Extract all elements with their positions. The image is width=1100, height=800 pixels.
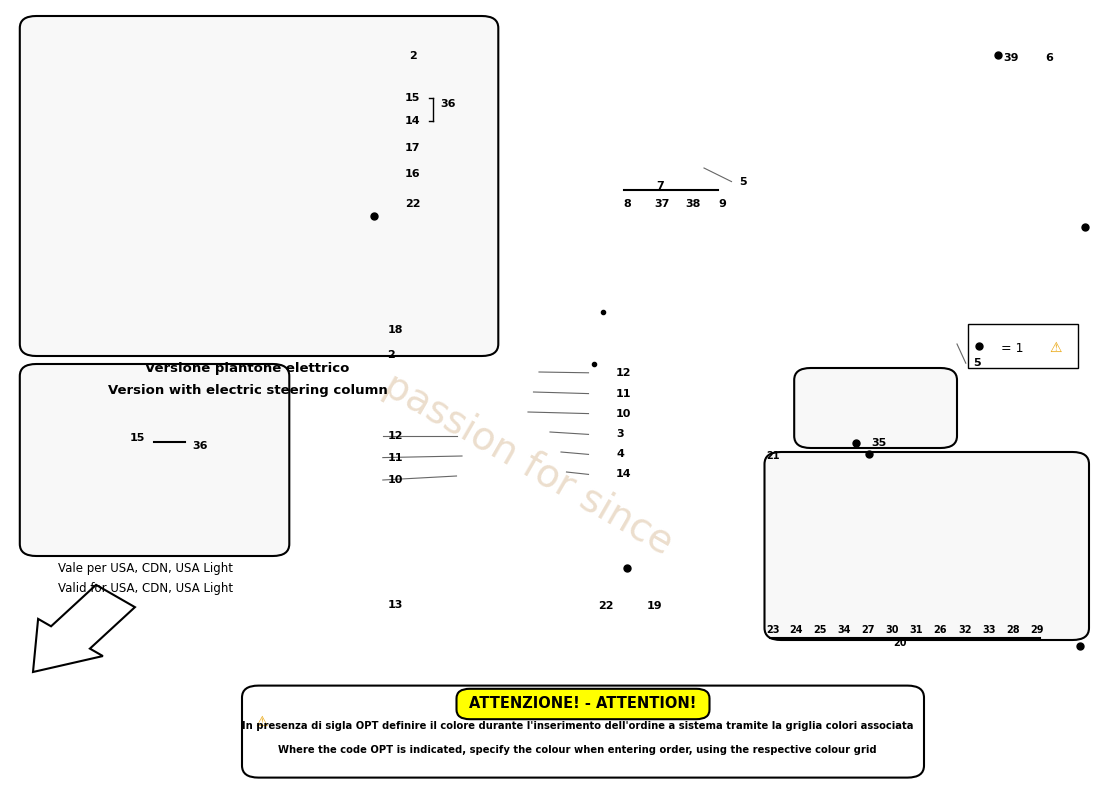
Text: 32: 32	[958, 626, 971, 635]
Text: 34: 34	[837, 626, 850, 635]
Text: 30: 30	[886, 626, 899, 635]
Text: 28: 28	[1006, 626, 1020, 635]
Text: 12: 12	[616, 368, 631, 378]
Text: 15: 15	[405, 94, 420, 103]
Text: 22: 22	[405, 199, 420, 209]
Text: 14: 14	[405, 116, 420, 126]
Text: Vale per USA, CDN, USA Light: Vale per USA, CDN, USA Light	[57, 562, 233, 574]
Text: 27: 27	[861, 626, 875, 635]
Text: 2: 2	[409, 51, 417, 61]
FancyBboxPatch shape	[456, 689, 710, 719]
Text: 12: 12	[387, 431, 403, 441]
Text: 35: 35	[871, 438, 887, 448]
Text: 19: 19	[647, 601, 662, 610]
Text: Versione piantone elettrico: Versione piantone elettrico	[145, 362, 350, 374]
Text: 39: 39	[1003, 53, 1019, 62]
Text: 26: 26	[934, 626, 947, 635]
FancyArrow shape	[33, 585, 135, 672]
Text: 11: 11	[387, 453, 403, 462]
Text: 13: 13	[387, 600, 403, 610]
Text: Where the code OPT is indicated, specify the colour when entering order, using t: Where the code OPT is indicated, specify…	[278, 746, 877, 755]
Text: 25: 25	[813, 626, 826, 635]
Text: 10: 10	[387, 475, 403, 485]
FancyBboxPatch shape	[242, 686, 924, 778]
Text: 38: 38	[685, 199, 701, 209]
Text: 7: 7	[657, 182, 664, 191]
Text: 37: 37	[654, 199, 670, 209]
FancyBboxPatch shape	[764, 452, 1089, 640]
Text: 18: 18	[387, 326, 403, 335]
Text: In presenza di sigla OPT definire il colore durante l'inserimento dell'ordine a : In presenza di sigla OPT definire il col…	[242, 722, 913, 731]
Text: ATTENZIONE! - ATTENTION!: ATTENZIONE! - ATTENTION!	[470, 697, 696, 711]
Text: 23: 23	[767, 626, 780, 635]
Text: Valid for USA, CDN, USA Light: Valid for USA, CDN, USA Light	[57, 582, 233, 594]
Text: 8: 8	[624, 199, 631, 209]
FancyBboxPatch shape	[794, 368, 957, 448]
Text: 21: 21	[767, 451, 780, 461]
FancyBboxPatch shape	[20, 16, 498, 356]
FancyBboxPatch shape	[20, 364, 289, 556]
Bar	[968, 324, 1078, 368]
Text: 4: 4	[616, 450, 624, 459]
Text: 24: 24	[790, 626, 803, 635]
Text: 15: 15	[130, 434, 145, 443]
Text: 5: 5	[974, 358, 981, 368]
Text: 22: 22	[598, 601, 614, 610]
Text: ⚠: ⚠	[1049, 341, 1063, 355]
Text: 36: 36	[192, 441, 208, 450]
Text: 31: 31	[910, 626, 923, 635]
Text: 36: 36	[440, 99, 455, 109]
Text: 9: 9	[718, 199, 726, 209]
Text: Version with electric steering column: Version with electric steering column	[108, 384, 387, 397]
Text: 20: 20	[893, 638, 906, 648]
Text: ⚠: ⚠	[255, 715, 268, 730]
Text: 33: 33	[982, 626, 996, 635]
Text: 6: 6	[1045, 53, 1053, 62]
Text: 17: 17	[405, 143, 420, 153]
Text: 16: 16	[405, 170, 420, 179]
Text: 10: 10	[616, 409, 631, 418]
Text: 5: 5	[739, 177, 747, 186]
Text: 3: 3	[616, 430, 624, 439]
Text: 14: 14	[616, 470, 631, 479]
Text: = 1: = 1	[1001, 342, 1023, 354]
Text: 29: 29	[1031, 626, 1044, 635]
Text: 11: 11	[616, 389, 631, 398]
Text: 2: 2	[387, 350, 395, 360]
Text: passion for since: passion for since	[377, 366, 679, 562]
